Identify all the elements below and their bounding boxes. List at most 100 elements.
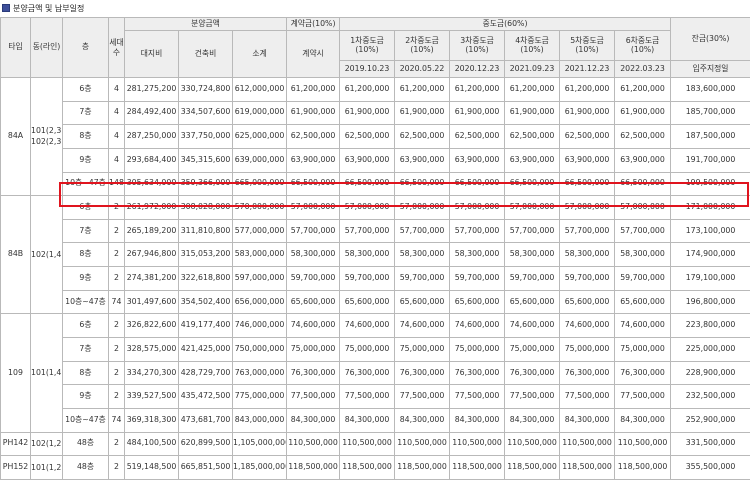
floor-cell: 10층~47층	[62, 407, 109, 433]
middle-2-pct: (10%)	[410, 44, 434, 54]
middle-payment-cell: 110,500,000	[559, 431, 616, 457]
middle-payment-cell: 110,500,000	[394, 431, 451, 457]
balance-cell: 171,000,000	[670, 195, 750, 220]
type-cell: 109	[0, 313, 31, 433]
units-cell: 2	[108, 195, 125, 220]
table-row: 9층 2 274,381,200 322,618,800 597,000,000 59,7…	[1, 266, 750, 291]
middle-1-pct: (10%)	[355, 44, 379, 54]
building-price-cell: 330,724,800	[178, 77, 233, 102]
middle-payment-cell: 57,000,000	[339, 195, 396, 220]
balance-cell: 183,600,000	[670, 77, 750, 102]
middle-payment-cell: 59,700,000	[504, 266, 561, 291]
header-units-text: 세대수	[109, 37, 124, 57]
middle-payment-cell: 76,300,000	[614, 360, 672, 386]
building-price-cell: 337,750,000	[178, 124, 233, 149]
floor-cell: 9층	[62, 266, 109, 291]
total-price-cell: 570,000,000	[231, 195, 288, 220]
header-middle-6: 6차중도금 (10%)	[614, 30, 672, 61]
middle-payment-cell: 66,500,000	[394, 171, 451, 197]
total-price-cell: 750,000,000	[231, 337, 288, 362]
middle-2-name: 2차중도금	[405, 35, 439, 45]
middle-3-pct: (10%)	[465, 44, 489, 54]
balance-cell: 228,900,000	[670, 360, 750, 386]
deposit-cell: 74,600,000	[286, 313, 341, 339]
middle-payment-cell: 84,300,000	[614, 407, 672, 433]
total-price-cell: 597,000,000	[231, 266, 288, 291]
land-price-cell: 519,148,500	[124, 455, 179, 480]
middle-payment-cell: 75,000,000	[559, 337, 616, 362]
total-price-cell: 639,000,000	[231, 147, 288, 173]
middle-payment-cell: 65,600,000	[394, 289, 451, 315]
middle-payment-cell: 118,500,000	[504, 455, 561, 480]
header-deposit-when: 계약시	[286, 30, 341, 78]
header-price-building: 건축비	[178, 30, 233, 78]
table-row: 84A 101(2,3) 102(2,3) 6층 4 281,275,200 330,72…	[0, 76, 750, 197]
deposit-cell: 63,900,000	[286, 147, 341, 173]
middle-payment-cell: 75,000,000	[449, 337, 506, 362]
middle-payment-cell: 76,300,000	[559, 360, 616, 386]
header-balance: 잔금(30%)	[670, 17, 750, 61]
floor-cell: 10층~47층	[62, 289, 109, 315]
table-row: 7층 2 265,189,200 311,810,800 577,000,000 57,7…	[1, 218, 750, 244]
deposit-cell: 77,500,000	[286, 384, 341, 409]
middle-5-pct: (10%)	[575, 44, 599, 54]
total-price-cell: 656,000,000	[231, 289, 288, 315]
floor-cell: 7층	[62, 337, 109, 362]
middle-payment-cell: 62,500,000	[394, 124, 451, 149]
middle-1-date: 2019.10.23	[339, 60, 396, 78]
building-price-cell: 345,315,600	[178, 147, 233, 173]
middle-payment-cell: 57,000,000	[614, 195, 672, 220]
header-type: 타입	[0, 17, 31, 78]
middle-3-name: 3차중도금	[460, 35, 494, 45]
middle-payment-cell: 77,500,000	[394, 384, 451, 409]
middle-payment-cell: 110,500,000	[339, 431, 396, 457]
middle-payment-cell: 57,700,000	[559, 218, 616, 244]
floor-cell: 48층	[62, 431, 109, 457]
header-balance-when: 입주지정일	[670, 60, 750, 78]
middle-payment-cell: 77,500,000	[614, 384, 672, 409]
header-deposit: 계약금(10%)	[286, 17, 341, 31]
balance-cell: 179,100,000	[670, 266, 750, 291]
dong-line-cell: 101(1,4)	[30, 313, 63, 433]
total-price-cell: 625,000,000	[231, 124, 288, 149]
building-price-cell: 419,177,400	[178, 313, 233, 339]
middle-payment-cell: 62,500,000	[449, 124, 506, 149]
units-cell: 4	[108, 100, 125, 126]
middle-payment-cell: 75,000,000	[504, 337, 561, 362]
units-cell: 74	[108, 289, 125, 315]
total-price-cell: 619,000,000	[231, 100, 288, 126]
middle-payment-cell: 84,300,000	[504, 407, 561, 433]
middle-1-name: 1차중도금	[350, 35, 384, 45]
middle-payment-cell: 57,700,000	[504, 218, 561, 244]
dong-line-cell: 102(1,2)	[30, 431, 63, 457]
units-cell: 2	[108, 218, 125, 244]
middle-payment-cell: 62,500,000	[614, 124, 672, 149]
table-row: 10층~47층 148 305,634,000 359,366,000 665,000,…	[1, 171, 750, 197]
land-price-cell: 293,684,400	[124, 147, 179, 173]
middle-payment-cell: 118,500,000	[449, 455, 506, 480]
land-price-cell: 484,100,500	[124, 431, 179, 457]
type-cell: 84A	[0, 76, 31, 197]
deposit-cell: 76,300,000	[286, 360, 341, 386]
floor-cell: 9층	[62, 147, 109, 173]
land-price-cell: 326,822,600	[124, 313, 179, 339]
middle-payment-cell: 58,300,000	[614, 242, 672, 268]
land-price-cell: 284,492,400	[124, 100, 179, 126]
header-middle-3: 3차중도금 (10%)	[449, 30, 506, 61]
floor-cell: 8층	[62, 242, 109, 268]
deposit-cell: 75,000,000	[286, 337, 341, 362]
header-price: 분양금액	[123, 17, 288, 31]
units-cell: 4	[108, 77, 125, 102]
middle-payment-cell: 58,300,000	[504, 242, 561, 268]
middle-4-name: 4차중도금	[515, 35, 549, 45]
units-cell: 2	[108, 455, 125, 480]
middle-payment-cell: 74,600,000	[614, 313, 672, 339]
middle-payment-cell: 57,000,000	[449, 195, 506, 220]
balance-cell: 225,000,000	[670, 337, 750, 362]
middle-payment-cell: 75,000,000	[394, 337, 451, 362]
middle-3-date: 2020.12.23	[449, 60, 506, 78]
middle-2-date: 2020.05.22	[394, 60, 451, 78]
balance-cell: 191,700,000	[670, 147, 750, 173]
middle-payment-cell: 65,600,000	[559, 289, 616, 315]
floor-cell: 6층	[62, 195, 109, 220]
